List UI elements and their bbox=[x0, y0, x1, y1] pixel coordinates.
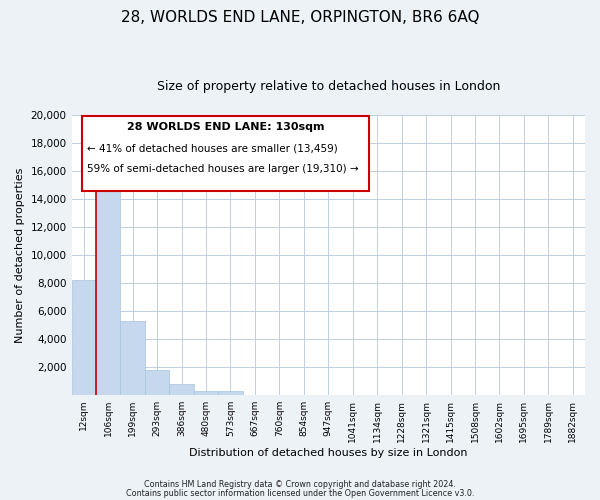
Text: 28 WORLDS END LANE: 130sqm: 28 WORLDS END LANE: 130sqm bbox=[127, 122, 325, 132]
Bar bbox=[194, 391, 218, 395]
Bar bbox=[71, 280, 96, 395]
Text: Contains public sector information licensed under the Open Government Licence v3: Contains public sector information licen… bbox=[126, 488, 474, 498]
Y-axis label: Number of detached properties: Number of detached properties bbox=[15, 168, 25, 342]
Text: Contains HM Land Registry data © Crown copyright and database right 2024.: Contains HM Land Registry data © Crown c… bbox=[144, 480, 456, 489]
Bar bbox=[96, 162, 121, 395]
Text: ← 41% of detached houses are smaller (13,459): ← 41% of detached houses are smaller (13… bbox=[87, 143, 338, 153]
Bar bbox=[121, 321, 145, 395]
Bar bbox=[218, 391, 242, 395]
Text: 28, WORLDS END LANE, ORPINGTON, BR6 6AQ: 28, WORLDS END LANE, ORPINGTON, BR6 6AQ bbox=[121, 10, 479, 25]
Bar bbox=[169, 384, 194, 395]
FancyBboxPatch shape bbox=[82, 116, 370, 190]
Title: Size of property relative to detached houses in London: Size of property relative to detached ho… bbox=[157, 80, 500, 93]
X-axis label: Distribution of detached houses by size in London: Distribution of detached houses by size … bbox=[189, 448, 467, 458]
Text: 59% of semi-detached houses are larger (19,310) →: 59% of semi-detached houses are larger (… bbox=[87, 164, 359, 174]
Bar bbox=[145, 370, 169, 395]
